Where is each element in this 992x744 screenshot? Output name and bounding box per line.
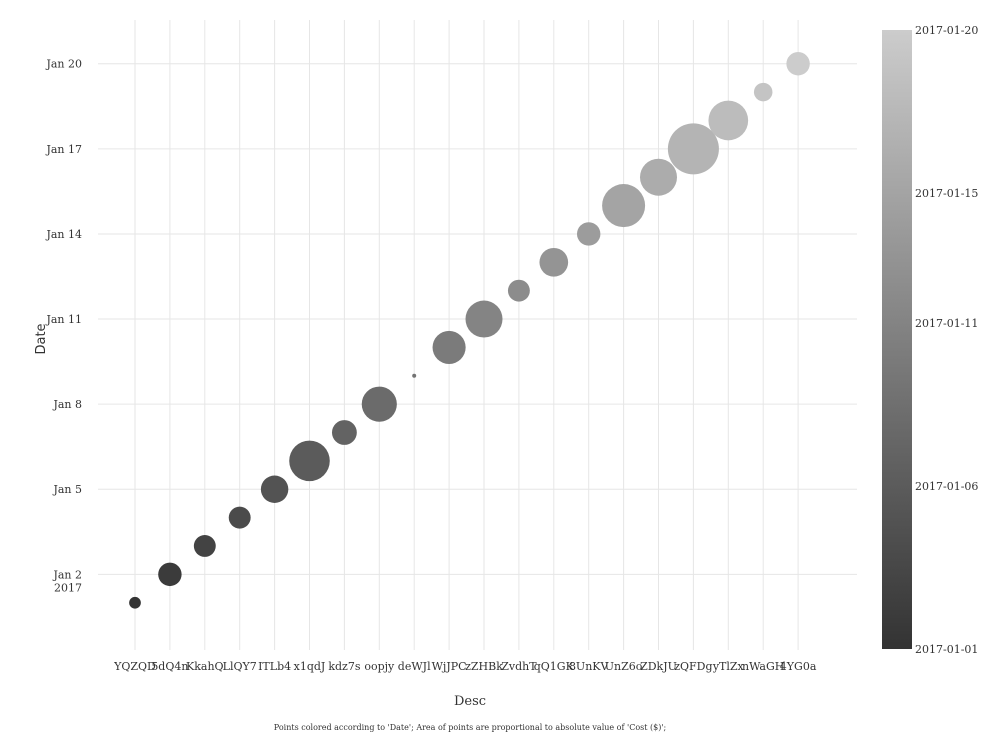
- colorbar-tick-label: 2017-01-20: [915, 24, 978, 37]
- y-axis-title: Date: [34, 323, 49, 354]
- data-point: [228, 506, 251, 529]
- data-point: [331, 420, 357, 445]
- colorbar-tick-label: 2017-01-06: [915, 480, 978, 493]
- x-axis-title: Desc: [454, 694, 486, 709]
- data-point: [667, 123, 719, 175]
- data-point: [753, 82, 773, 102]
- chart-caption: Points colored according to 'Date'; Area…: [274, 723, 666, 732]
- y-tick-label: Jan 11: [45, 313, 82, 326]
- data-point: [539, 247, 569, 277]
- y-tick-label: Jan 5: [52, 483, 82, 496]
- x-tick-label: LlQY7: [223, 660, 257, 673]
- x-tick-label: 4YG0a: [780, 660, 817, 673]
- grid-lines: [98, 20, 857, 650]
- x-tick-label: YQZQD: [113, 660, 156, 673]
- colorbar-ticks: 2017-01-01 2017-01-06 2017-01-11 2017-01-15…: [915, 24, 978, 656]
- x-tick-label: yTlZx: [712, 660, 745, 673]
- x-tick-label: WjJPC: [432, 660, 467, 673]
- data-point: [158, 562, 182, 587]
- data-point: [708, 100, 749, 141]
- data-point: [786, 52, 810, 76]
- x-tick-label: 5dQ4n: [151, 660, 188, 673]
- data-points: [129, 52, 810, 609]
- y-tick-label: Jan 8: [52, 398, 82, 411]
- y-tick-sublabel: 2017: [54, 581, 82, 594]
- x-tick-label: kdz7s: [328, 660, 361, 673]
- data-point: [289, 440, 330, 482]
- data-point: [602, 184, 646, 228]
- x-tick-label: ITLb4: [258, 660, 291, 673]
- data-point: [576, 222, 601, 246]
- y-tick-label: Jan 14: [45, 228, 82, 241]
- x-tick-label: zZHBk: [465, 660, 503, 673]
- x-tick-label: qQ1GK: [534, 660, 575, 673]
- x-tick-label: ZvdhT: [501, 660, 537, 673]
- y-tick-label: Jan 2: [52, 568, 82, 581]
- colorbar-tick-label: 2017-01-01: [915, 643, 978, 656]
- x-tick-label: x1qdJ: [294, 660, 326, 673]
- data-point: [639, 158, 678, 196]
- x-tick-label: nWaGH: [742, 660, 784, 673]
- x-tick-label: 8UnKV: [569, 660, 610, 673]
- colorbar-gradient: [882, 30, 912, 649]
- data-point: [412, 373, 417, 378]
- x-tick-label: zQFDg: [674, 660, 712, 673]
- x-tick-label: KkahQ: [186, 660, 224, 673]
- y-tick-label: Jan 17: [45, 143, 82, 156]
- colorbar-tick-label: 2017-01-15: [915, 187, 978, 200]
- x-tick-label: oopjy: [364, 660, 395, 673]
- x-tick-label: deWJl: [398, 660, 431, 673]
- data-point: [129, 596, 141, 609]
- data-point: [507, 279, 530, 302]
- colorbar-tick-label: 2017-01-11: [915, 317, 978, 330]
- data-point: [361, 386, 397, 422]
- y-tick-label: Jan 20: [45, 58, 82, 71]
- data-point: [465, 300, 503, 338]
- data-point: [432, 330, 466, 364]
- x-tick-label: UnZ6o: [605, 660, 643, 673]
- x-tick-label: ZDkJU: [640, 660, 677, 673]
- data-point: [260, 475, 289, 503]
- plot-area: [98, 20, 857, 650]
- colorbar-legend: 2017-01-01 2017-01-06 2017-01-11 2017-01-15…: [882, 24, 978, 656]
- data-point: [193, 535, 216, 557]
